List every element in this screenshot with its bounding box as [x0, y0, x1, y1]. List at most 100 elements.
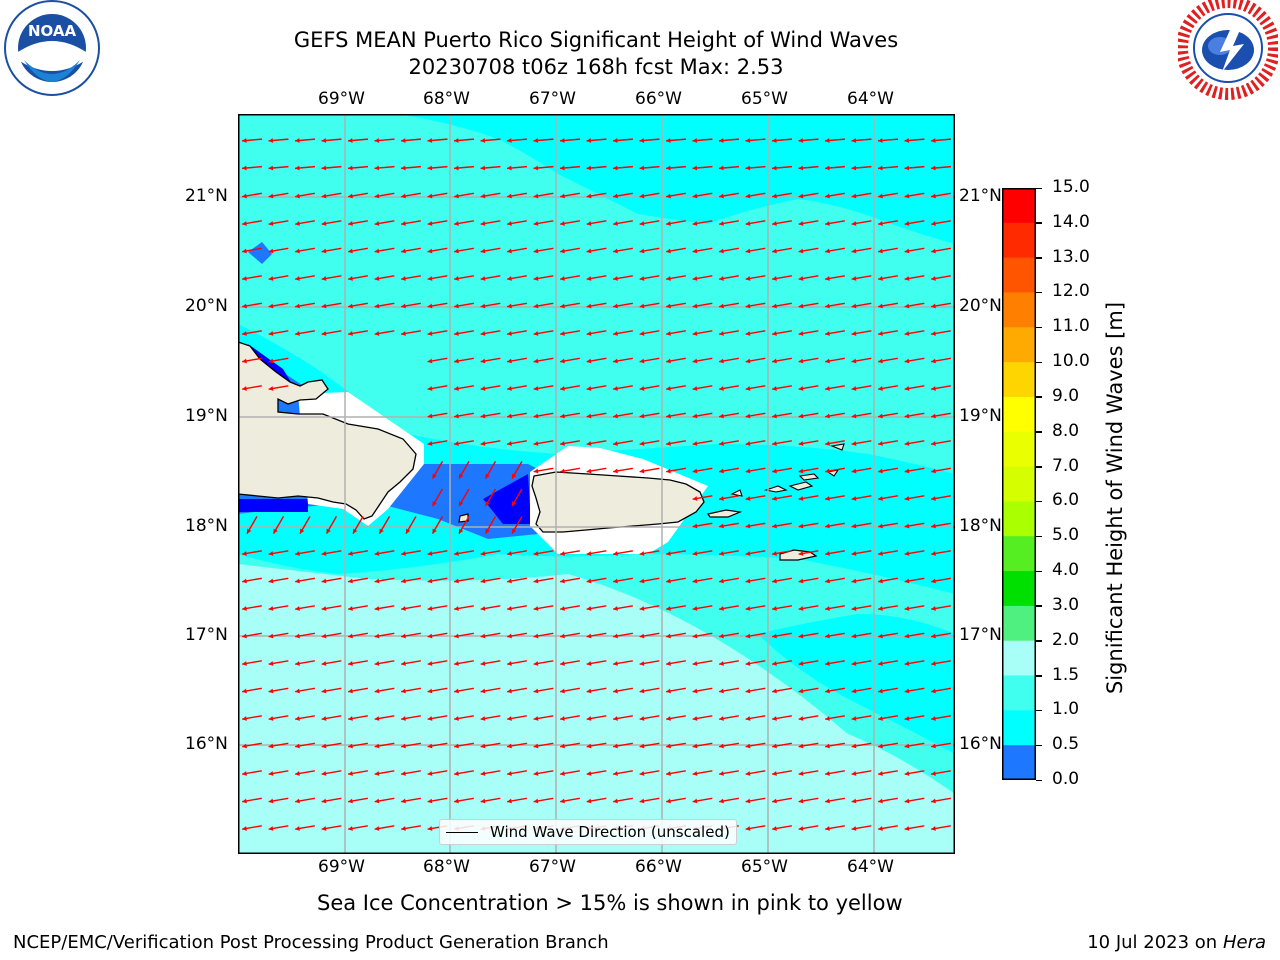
- wave-direction-arrow: [798, 467, 819, 474]
- lon-label-top-67w: 67°W: [529, 89, 576, 109]
- wave-direction-arrow: [348, 605, 368, 611]
- wave-direction-arrow: [427, 715, 448, 721]
- colorbar-label: Significant Height of Wind Waves [m]: [1103, 301, 1127, 695]
- wave-direction-arrow: [348, 797, 368, 804]
- wave-direction-arrow: [374, 742, 395, 749]
- wave-direction-arrow: [507, 577, 527, 584]
- wave-direction-arrow: [560, 302, 580, 309]
- footer-date-text: 10 Jul 2023 on: [1087, 932, 1223, 953]
- wave-direction-arrow: [639, 660, 660, 666]
- wave-direction-arrow: [745, 577, 766, 584]
- colorbar-tick-label: 13.0: [1052, 246, 1090, 267]
- wave-direction-arrow: [374, 687, 395, 694]
- wave-direction-arrow: [639, 330, 660, 336]
- wave-direction-arrow: [878, 192, 898, 199]
- wave-direction-arrow: [374, 825, 395, 831]
- island-virgin-gorda: [798, 473, 820, 481]
- wave-direction-arrow: [931, 715, 951, 721]
- wave-direction-arrow: [454, 550, 474, 556]
- wave-direction-arrow: [321, 632, 342, 639]
- wave-direction-arrow: [533, 385, 554, 391]
- lon-label-bottom-66w: 66°W: [635, 857, 682, 877]
- lon-label-bottom-68w: 68°W: [423, 857, 470, 877]
- wave-direction-arrow: [454, 605, 474, 611]
- wave-direction-arrow: [878, 275, 898, 281]
- colorbar-tick-mark: [1036, 640, 1042, 642]
- wave-direction-arrow: [507, 605, 527, 611]
- chart-subtitle: 20230708 t06z 168h fcst Max: 2.53: [408, 55, 784, 79]
- wave-direction-arrow: [692, 385, 713, 391]
- wave-direction-arrow: [242, 687, 262, 694]
- wave-direction-arrow: [931, 742, 951, 749]
- colorbar-cell: [1002, 536, 1036, 572]
- wave-direction-arrow: [586, 577, 607, 584]
- wave-direction-arrow: [745, 357, 766, 364]
- wave-direction-arrow: [401, 247, 421, 254]
- wave-direction-arrow: [613, 440, 633, 446]
- wave-direction-arrow: [825, 440, 845, 446]
- wave-direction-arrow: [931, 302, 951, 309]
- wave-direction-arrow: [586, 275, 607, 281]
- wave-direction-arrow: [613, 247, 633, 254]
- wave-direction-arrow: [484, 515, 497, 535]
- colorbar-tick-mark: [1036, 709, 1042, 712]
- wave-direction-arrow: [348, 660, 368, 666]
- colorbar-tick-mark: [1036, 500, 1042, 503]
- wave-direction-arrow: [639, 687, 660, 694]
- wave-direction-arrow: [533, 577, 554, 584]
- wave-direction-arrow: [745, 165, 766, 171]
- wave-direction-arrow: [745, 275, 766, 281]
- wave-direction-arrow: [613, 605, 633, 611]
- wave-direction-arrow: [798, 192, 819, 199]
- wave-direction-arrow: [480, 687, 501, 694]
- wave-direction-arrow: [295, 220, 315, 226]
- wave-direction-arrow: [321, 220, 342, 226]
- colorbar-tick-mark: [1036, 779, 1042, 781]
- wave-direction-arrow: [374, 605, 395, 611]
- wave-direction-arrow: [851, 275, 872, 281]
- wave-direction-arrow: [242, 357, 262, 364]
- wave-direction-arrow: [772, 687, 792, 694]
- wave-direction-arrow: [798, 440, 819, 446]
- wave-direction-arrow: [272, 515, 285, 535]
- wave-direction-arrow: [851, 715, 872, 721]
- wave-direction-arrow: [931, 632, 951, 639]
- wave-direction-arrow: [825, 687, 845, 694]
- wave-direction-arrow: [242, 577, 262, 584]
- wave-direction-arrow: [268, 385, 289, 391]
- wave-direction-arrow: [851, 302, 872, 309]
- wave-direction-arrow: [533, 797, 554, 804]
- wave-band-blue-spot: [248, 242, 272, 264]
- wave-direction-arrow: [321, 577, 342, 584]
- wave-direction-arrow: [242, 797, 262, 804]
- wave-direction-arrow: [692, 495, 713, 501]
- wave-direction-arrow: [772, 770, 792, 776]
- wave-direction-arrow: [798, 302, 819, 309]
- wave-direction-arrow: [401, 797, 421, 804]
- wave-direction-arrow: [666, 632, 686, 639]
- wave-direction-arrow: [613, 220, 633, 226]
- wave-direction-arrow: [798, 330, 819, 336]
- wave-direction-arrow: [692, 687, 713, 694]
- wave-direction-arrow: [295, 632, 315, 639]
- wave-direction-arrow: [719, 715, 739, 721]
- wave-direction-arrow: [825, 467, 845, 474]
- wave-direction-arrow: [586, 357, 607, 364]
- wave-direction-arrow: [931, 385, 951, 391]
- lon-label-bottom-69w: 69°W: [318, 857, 365, 877]
- colorbar-tick-label: 1.5: [1052, 664, 1080, 685]
- wave-direction-arrow: [639, 742, 660, 749]
- wave-direction-arrow: [427, 165, 448, 171]
- wave-direction-arrow: [904, 385, 925, 391]
- wave-direction-arrow: [719, 330, 739, 336]
- colorbar-tick-mark: [1036, 605, 1042, 607]
- wave-direction-arrow: [560, 330, 580, 336]
- colorbar-cell: [1002, 466, 1036, 502]
- wave-direction-arrow: [824, 165, 846, 171]
- wave-direction-arrow: [904, 825, 925, 831]
- colorbar-cell: [1002, 710, 1036, 746]
- wave-direction-arrow: [904, 550, 925, 556]
- wave-direction-arrow: [798, 742, 819, 749]
- wave-direction-arrow: [745, 742, 766, 749]
- wave-direction-arrow: [904, 632, 925, 639]
